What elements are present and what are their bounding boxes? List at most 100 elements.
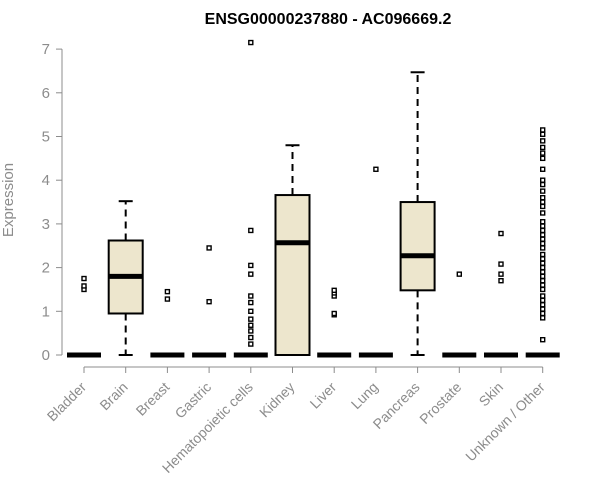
outlier-point (540, 127, 546, 133)
outlier-point (540, 264, 546, 271)
outlier-point (540, 232, 546, 238)
outlier-point (206, 298, 212, 305)
outlier-point (331, 287, 337, 294)
chart-title: ENSG00000237880 - AC096669.2 (205, 11, 452, 28)
axes: 0 1 2 3 4 5 6 7 (42, 41, 544, 373)
outlier-point (540, 269, 546, 275)
y-tick-label: 4 (42, 172, 50, 189)
box-lung (358, 166, 393, 358)
outlier-point (540, 256, 546, 262)
outlier-point (540, 188, 546, 194)
outlier-point (248, 299, 254, 306)
outlier-point (540, 302, 546, 308)
outlier-point (540, 240, 546, 247)
outlier-point (540, 210, 546, 216)
outlier-point (248, 316, 254, 322)
outlier-point (248, 328, 254, 334)
outlier-point (540, 203, 546, 210)
y-tick-label: 6 (42, 85, 50, 102)
x-tick-label: Prostate (416, 379, 464, 427)
outlier-point (498, 230, 504, 237)
y-tick-label: 2 (42, 260, 50, 277)
box-prostate (442, 271, 477, 358)
outlier-point (540, 310, 546, 317)
outlier-point (540, 144, 546, 151)
outlier-point (248, 262, 254, 269)
outlier-point (540, 131, 546, 138)
outlier-point (331, 310, 337, 317)
outlier-point (456, 271, 462, 277)
outlier-point (540, 150, 546, 156)
outlier-point (540, 219, 546, 225)
outlier-point (540, 273, 546, 280)
box-gastric (192, 245, 227, 358)
outlier-point (81, 283, 87, 289)
x-tick-label: Liver (307, 379, 340, 412)
iqr-box (274, 194, 311, 356)
x-tick-label: Bladder (44, 379, 90, 425)
outlier-point (540, 236, 546, 242)
outlier-point (248, 334, 254, 341)
y-tick-label: 7 (42, 41, 50, 58)
outlier-point (498, 261, 504, 267)
outlier-point (164, 288, 171, 295)
outlier-point (248, 308, 254, 314)
box-breast (150, 288, 185, 358)
outlier-point (498, 278, 504, 284)
outlier-point (540, 260, 546, 266)
outlier-point (540, 337, 546, 343)
outlier-point (540, 293, 546, 299)
outlier-point (164, 296, 171, 302)
outlier-point (540, 286, 546, 293)
box-hematopoietic-cells (233, 39, 268, 358)
outlier-point (248, 293, 254, 299)
outlier-point (540, 177, 546, 183)
outlier-point (540, 223, 546, 229)
outlier-point (248, 322, 254, 328)
box-liver (317, 287, 352, 358)
outlier-point (540, 282, 546, 288)
outlier-point (540, 315, 546, 321)
x-tick-label: Unknown / Other (462, 379, 548, 465)
outlier-point (248, 227, 254, 234)
y-tick-label: 3 (42, 216, 50, 233)
outlier-point (540, 251, 546, 258)
y-tick-label: 0 (42, 347, 50, 364)
outlier-point (81, 275, 87, 282)
outlier-point (206, 245, 212, 251)
box-unknown-other (525, 127, 560, 358)
box-skin (484, 230, 518, 358)
outlier-point (540, 155, 546, 162)
x-tick-label: Breast (133, 379, 173, 419)
outlier-point (540, 166, 546, 172)
outlier-point (373, 166, 379, 172)
outlier-point (540, 306, 546, 312)
x-tick-label: Brain (96, 379, 130, 413)
outlier-point (540, 199, 546, 205)
outlier-point (248, 39, 254, 46)
outlier-point (540, 297, 546, 304)
y-tick-label: 1 (42, 303, 50, 320)
outlier-point (540, 245, 546, 251)
iqr-box (399, 201, 436, 292)
box-bladder (67, 275, 101, 358)
box-pancreas (399, 71, 436, 356)
outlier-point (248, 341, 254, 347)
outlier-point (248, 271, 254, 277)
y-tick-label: 5 (42, 129, 50, 146)
y-axis-label: Expression (0, 163, 17, 237)
outlier-point (540, 227, 546, 234)
boxes (67, 39, 560, 358)
x-tick-label: Kidney (256, 379, 298, 421)
outlier-point (540, 181, 546, 188)
outlier-point (540, 138, 546, 144)
outlier-point (540, 278, 546, 284)
x-tick-label: Lung (348, 379, 381, 412)
outlier-point (498, 271, 504, 277)
outlier-point (540, 194, 546, 201)
box-brain (107, 200, 144, 356)
x-tick-label: Skin (476, 379, 507, 410)
box-kidney (274, 144, 311, 356)
